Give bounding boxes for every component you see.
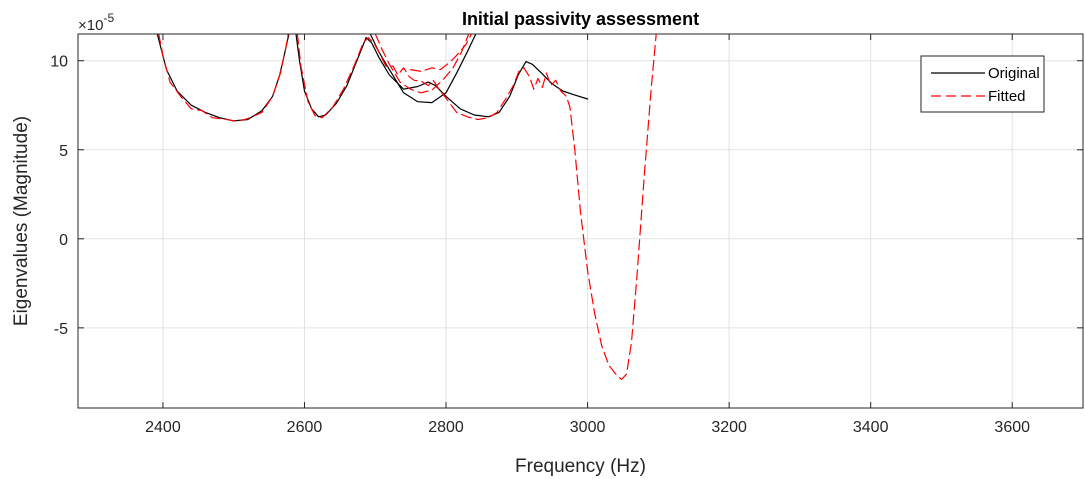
y-exponent-power: -5 [103, 11, 114, 25]
y-axis-label: Eigenvalues (Magnitude) [11, 116, 32, 326]
series-line-fitted-3-0 [374, 34, 470, 94]
legend-box [920, 55, 1045, 113]
series-line-fitted-2-1 [296, 34, 657, 381]
y-tick-label: -5 [54, 321, 68, 338]
x-tick-label: 2400 [145, 419, 181, 436]
x-tick-label: 3400 [853, 419, 889, 436]
series-line-fitted-3-1 [410, 34, 473, 72]
y-tick-label: 5 [59, 143, 68, 160]
y-exponent-base: ×10 [78, 17, 103, 34]
axis-ticks: 2400 2600 2800 3000 3200 3400 3600 -5 0 5 10 [50, 34, 1083, 436]
legend-label-original: Original [988, 65, 1040, 82]
series-line-fitted-2-0 [158, 34, 289, 122]
x-tick-label: 2800 [428, 419, 464, 436]
plot-series [156, 34, 657, 381]
x-tick-label: 3000 [570, 419, 606, 436]
chart-title: Initial passivity assessment [462, 9, 699, 29]
y-tick-label: 10 [50, 54, 68, 71]
legend-label-fitted: Fitted [988, 88, 1026, 105]
x-axis-label: Frequency (Hz) [515, 456, 646, 477]
y-tick-label: 0 [59, 232, 68, 249]
x-tick-label: 3200 [711, 419, 747, 436]
series-line-original-1-0 [369, 34, 477, 104]
x-tick-label: 2600 [287, 419, 323, 436]
x-tick-label: 3600 [994, 419, 1030, 436]
y-exponent-label: ×10-5 [78, 11, 114, 34]
axes-frame [77, 33, 1084, 409]
legend: Original Fitted [920, 55, 1045, 113]
